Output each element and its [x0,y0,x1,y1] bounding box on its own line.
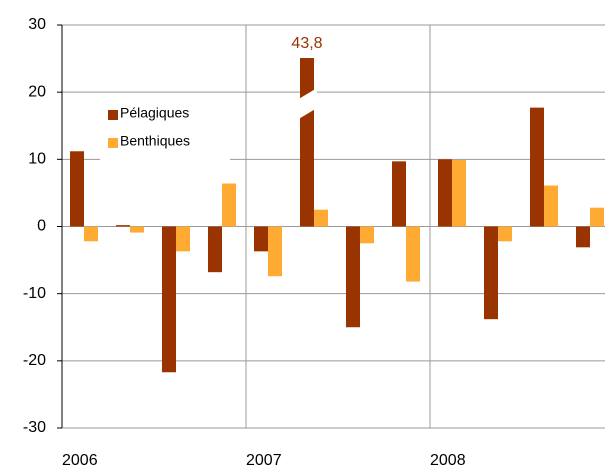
bar [84,226,98,242]
bar [530,107,544,227]
bar [484,226,498,320]
bar [392,161,406,227]
y-tick-label: -20 [23,352,46,369]
bar [544,185,558,227]
y-tick-label: -30 [23,419,46,436]
bar [314,209,328,227]
bar [130,226,144,233]
bar [498,226,512,242]
bar [116,225,130,227]
bar [176,226,190,252]
axis-break [297,88,317,120]
bar [208,226,222,273]
legend-label: Pélagiques [120,105,189,121]
bar [590,207,604,227]
y-tick-label: 0 [37,218,46,235]
bars [70,58,604,373]
y-tick-label: 20 [28,83,46,100]
bar [346,226,360,328]
bar [268,226,282,277]
y-tick-label: 30 [28,16,46,33]
grid [57,24,605,429]
bar [406,226,420,282]
overlay: -30 -20 -10 0 10 20 30 2006 2007 2008 43,8 Pélagiqu… [23,16,466,468]
y-tick-label: -10 [23,285,46,302]
bar [222,183,236,227]
value-label: 43,8 [291,35,322,52]
bar [452,160,466,227]
bar [254,226,268,252]
x-tick-label: 2008 [430,452,466,468]
bar [438,159,452,227]
legend-label: Benthiques [120,133,190,149]
bar [162,226,176,373]
y-tick-label: 10 [28,151,46,168]
bar [70,151,84,227]
legend-swatch [108,110,118,120]
legend-box [100,98,230,160]
x-tick-label: 2007 [246,452,282,468]
bar [576,226,590,248]
legend-swatch [108,138,118,148]
bar [360,226,374,244]
x-tick-label: 2006 [62,452,98,468]
